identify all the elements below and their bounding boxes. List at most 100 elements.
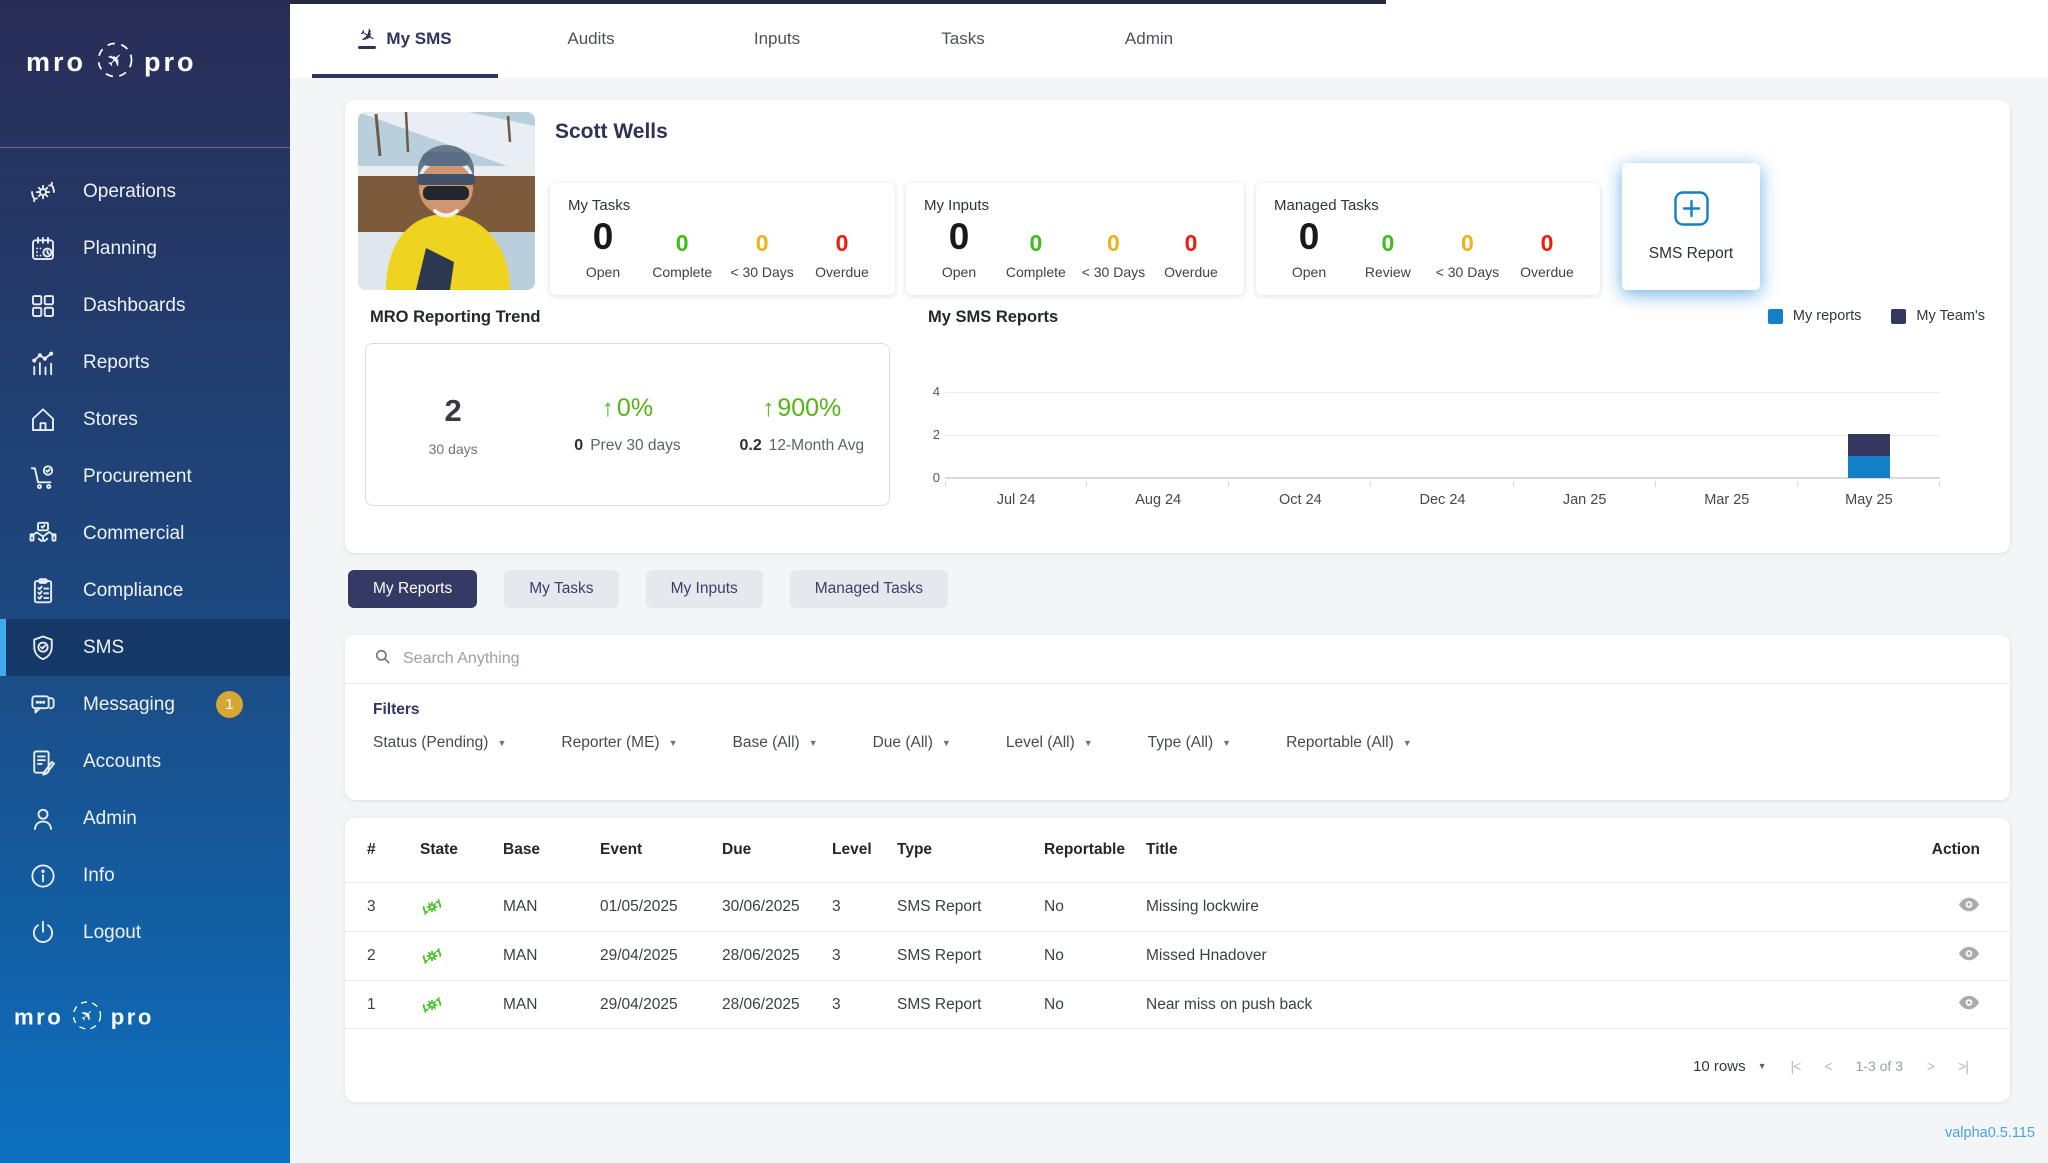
- cell-reportable: No: [1044, 995, 1064, 1013]
- bar-segment-My Team's: [1847, 434, 1890, 456]
- x-axis-label: May 25: [1798, 479, 1941, 508]
- cell-number: 2: [367, 947, 376, 964]
- trend-up-icon: ↑: [601, 394, 614, 422]
- stat: 0 Open: [585, 216, 621, 280]
- tab[interactable]: ✈ My SMS: [312, 0, 498, 78]
- state-sync-gear-icon: [420, 944, 503, 968]
- x-axis-labels: Jul 24 Aug 24 Oct 24 Dec 24 Jan 25 Mar 2…: [945, 479, 1941, 508]
- stat: 0 Complete: [652, 230, 713, 281]
- sidebar-item[interactable]: SMS: [0, 619, 290, 676]
- sidebar-item[interactable]: Info: [0, 847, 290, 904]
- tab[interactable]: Admin: [1056, 0, 1242, 78]
- view-button[interactable]: My Inputs: [645, 570, 763, 608]
- table-row[interactable]: 2 MAN 29/04/2025 28/06/2025 3 SMS Report…: [345, 931, 2010, 980]
- sidebar-item[interactable]: Operations: [0, 163, 290, 220]
- view-button[interactable]: Managed Tasks: [789, 570, 949, 608]
- tab[interactable]: Inputs: [684, 0, 870, 78]
- stat-card-title: My Tasks: [568, 197, 631, 214]
- stat: 0 Open: [941, 216, 977, 280]
- sidebar-item-label: Compliance: [83, 579, 184, 601]
- sidebar-item[interactable]: Accounts: [0, 733, 290, 790]
- stat-card: My Inputs 0 Open 0 Complete: [906, 183, 1244, 295]
- tab[interactable]: Tasks: [870, 0, 1056, 78]
- state-sync-gear-icon: [420, 895, 503, 919]
- eye-icon[interactable]: [1958, 995, 1980, 1014]
- prev-page-icon[interactable]: <: [1824, 1058, 1832, 1074]
- last-page-icon[interactable]: >|: [1958, 1058, 1969, 1074]
- view-action[interactable]: [1905, 897, 1980, 917]
- table-row[interactable]: 1 MAN 29/04/2025 28/06/2025 3 SMS Report…: [345, 980, 2010, 1029]
- chart-category-cell: [1514, 380, 1656, 478]
- sidebar-item-label: Operations: [83, 180, 176, 202]
- first-page-icon[interactable]: |<: [1790, 1058, 1802, 1074]
- eye-icon[interactable]: [1958, 946, 1980, 965]
- sidebar-item-label: Admin: [83, 807, 137, 829]
- filter-dropdown[interactable]: Reportable (All) ▼: [1286, 734, 1412, 752]
- filter-dropdown[interactable]: Status (Pending) ▼: [373, 734, 506, 752]
- table-column-header: State: [420, 841, 458, 858]
- sidebar-item[interactable]: Dashboards: [0, 277, 290, 334]
- x-axis-label: Jul 24: [945, 479, 1088, 508]
- tab-label: Audits: [567, 29, 615, 48]
- filter-dropdown[interactable]: Base (All) ▼: [733, 734, 818, 752]
- legend-item: My reports: [1767, 308, 1861, 324]
- filter-dropdown-label: Type (All): [1147, 734, 1214, 751]
- brand-word-right: pro: [144, 47, 197, 77]
- stat-card-title: My Inputs: [924, 197, 990, 214]
- cell-level: 3: [832, 947, 841, 964]
- search-filters-card: Filters Status (Pending) ▼ Reporter (ME)…: [345, 635, 2010, 800]
- trend-section-title: MRO Reporting Trend: [370, 308, 541, 326]
- sms-report-label: SMS Report: [1648, 245, 1734, 262]
- chart-category-cell: [1229, 380, 1371, 478]
- legend-label: My Team's: [1916, 308, 1985, 324]
- top-strip: [290, 0, 1386, 4]
- view-button[interactable]: My Reports: [348, 570, 478, 608]
- sidebar-item[interactable]: Stores: [0, 391, 290, 448]
- rows-per-page-select[interactable]: 10 rows ▼: [1693, 1057, 1767, 1075]
- filter-dropdown[interactable]: Type (All) ▼: [1148, 734, 1231, 752]
- sidebar-item[interactable]: Commercial: [0, 505, 290, 562]
- messaging-chat-icon: [28, 690, 58, 720]
- filter-dropdown[interactable]: Reporter (ME) ▼: [561, 734, 677, 752]
- sidebar-item[interactable]: Logout: [0, 904, 290, 961]
- cell-base: MAN: [503, 947, 538, 964]
- view-action[interactable]: [1905, 995, 1980, 1015]
- sidebar-item[interactable]: Procurement: [0, 448, 290, 505]
- cell-event-date: 01/05/2025: [600, 898, 678, 915]
- stat: 0 Overdue: [815, 230, 869, 281]
- filter-dropdown-label: Base (All): [732, 734, 800, 751]
- sidebar-item[interactable]: Admin: [0, 790, 290, 847]
- search-input[interactable]: [403, 650, 1103, 668]
- tab-label: Inputs: [753, 29, 801, 48]
- filter-dropdown[interactable]: Level (All) ▼: [1006, 734, 1093, 752]
- sidebar-item[interactable]: Reports: [0, 334, 290, 391]
- view-button[interactable]: My Tasks: [504, 570, 619, 608]
- brand-word-left: mro: [14, 1004, 64, 1030]
- cell-number: 1: [367, 995, 376, 1013]
- sidebar-item[interactable]: Compliance: [0, 562, 290, 619]
- sms-shield-icon: [28, 633, 58, 663]
- sms-report-button[interactable]: SMS Report: [1622, 163, 1760, 290]
- filter-dropdown[interactable]: Due (All) ▼: [873, 734, 951, 752]
- tab-label: Tasks: [941, 29, 985, 48]
- next-page-icon[interactable]: >: [1927, 1058, 1935, 1074]
- cell-due-date: 28/06/2025: [722, 995, 800, 1013]
- operations-sync-gear-icon: [28, 177, 58, 207]
- tab[interactable]: Audits: [498, 0, 684, 78]
- y-axis-tick: 2: [932, 427, 940, 442]
- chart-category-cell: [1087, 380, 1229, 478]
- cell-level: 3: [832, 995, 841, 1013]
- eye-icon[interactable]: [1958, 897, 1980, 916]
- cell-base: MAN: [503, 995, 538, 1013]
- table-row[interactable]: 3 MAN 01/05/2025 30/06/2025 3 SMS Report…: [345, 882, 2010, 931]
- view-switch-buttons: My Reports My Tasks My Inputs Managed Ta…: [348, 570, 949, 608]
- sidebar: mro ✈ pro Operations Planning: [0, 0, 290, 1163]
- view-action[interactable]: [1905, 946, 1980, 966]
- table-column-header: Base: [503, 841, 541, 858]
- sidebar-item[interactable]: Messaging 1: [0, 676, 290, 733]
- table-header-row: # State Base Event Due Level Type Repor: [345, 818, 2010, 882]
- stat: 0 < 30 Days: [1435, 230, 1500, 281]
- stat-card-title: Managed Tasks: [1274, 197, 1379, 214]
- cell-type: SMS Report: [897, 947, 982, 964]
- sidebar-item[interactable]: Planning: [0, 220, 290, 277]
